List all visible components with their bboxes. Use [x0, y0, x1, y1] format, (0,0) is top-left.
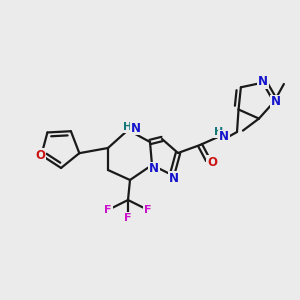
Text: F: F: [104, 205, 112, 215]
Text: H: H: [123, 122, 133, 132]
Text: F: F: [144, 205, 152, 215]
Text: O: O: [35, 149, 45, 162]
Text: H: H: [214, 127, 224, 137]
Text: N: N: [258, 75, 268, 88]
Text: N: N: [219, 130, 229, 143]
Text: N: N: [271, 95, 281, 109]
Text: O: O: [207, 155, 217, 169]
Text: N: N: [169, 172, 179, 184]
Text: N: N: [131, 122, 141, 134]
Text: N: N: [149, 163, 159, 176]
Text: F: F: [124, 213, 132, 223]
